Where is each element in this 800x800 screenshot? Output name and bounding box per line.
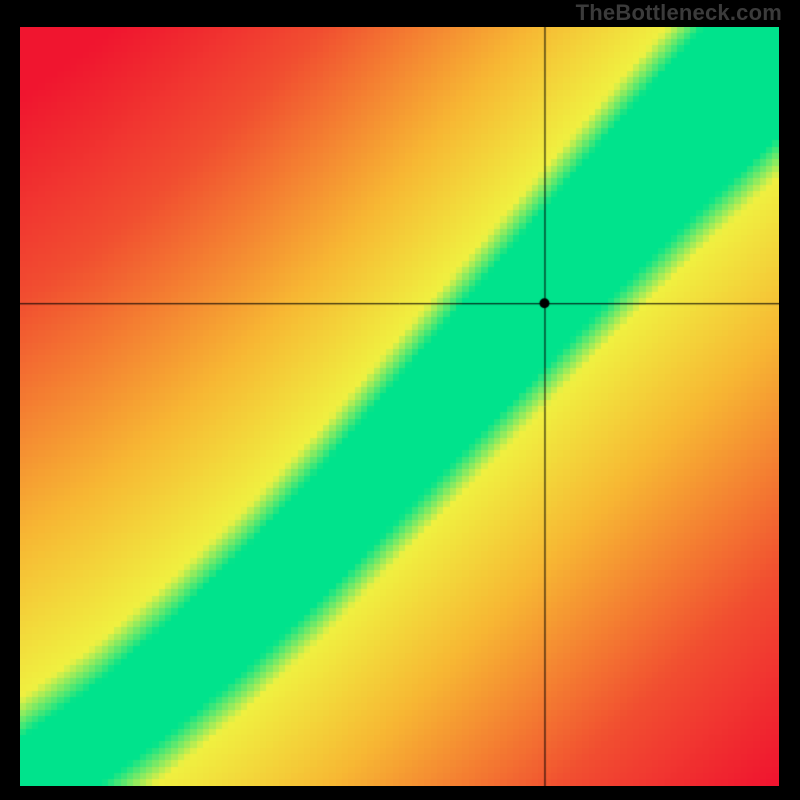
bottleneck-heatmap	[20, 27, 779, 786]
watermark-label: TheBottleneck.com	[576, 0, 782, 26]
